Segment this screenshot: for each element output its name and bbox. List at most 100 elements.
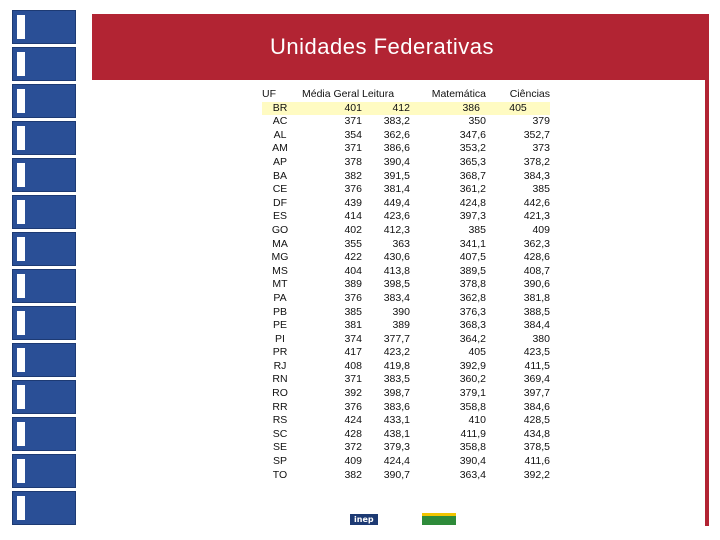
- brasil-logo-icon: [421, 513, 456, 525]
- cell-leitura: 449,4: [383, 196, 410, 209]
- table-row: ES 414 423,6 397,3 421,3: [262, 210, 550, 224]
- cell-leitura: 423,6: [383, 210, 410, 223]
- table-row: MT 389 398,5 378,8 390,6: [262, 278, 550, 292]
- cell-uf: MS: [272, 264, 288, 277]
- cell-media-geral: 381: [344, 319, 362, 332]
- cell-leitura: 398,7: [383, 387, 410, 400]
- cell-ciencias: 381,8: [523, 291, 550, 304]
- cell-ciencias: 384,6: [523, 400, 550, 413]
- cell-media-geral: 355: [344, 237, 362, 250]
- cell-uf: RJ: [273, 359, 287, 372]
- cell-media-geral: 404: [344, 264, 362, 277]
- cell-leitura: 390,4: [383, 155, 410, 168]
- table-row: MS 404 413,8 389,5 408,7: [262, 265, 550, 279]
- inep-tile-icon: [12, 454, 76, 488]
- inep-tile-icon: [12, 158, 76, 192]
- cell-ciencias: 384,3: [523, 169, 550, 182]
- cell-uf: MT: [272, 278, 288, 291]
- cell-ciencias: 369,4: [523, 373, 550, 386]
- cell-matematica: 376,3: [459, 305, 486, 318]
- table-row: GO 402 412,3 385 409: [262, 224, 550, 238]
- inep-logo-strip: [10, 10, 78, 530]
- cell-matematica: 360,2: [459, 373, 486, 386]
- cell-uf: RO: [272, 387, 288, 400]
- cell-ciencias: 409: [532, 223, 550, 236]
- cell-matematica: 390,4: [459, 455, 486, 468]
- table-header-row: UF Média Geral Leitura Matemática Ciênci…: [262, 88, 550, 102]
- cell-uf: RN: [272, 373, 288, 386]
- cell-matematica: 364,2: [459, 332, 486, 345]
- table-row: RO 392 398,7 379,1 397,7: [262, 387, 550, 401]
- cell-ciencias: 397,7: [523, 387, 550, 400]
- cell-uf: PI: [275, 332, 285, 345]
- cell-media-geral: 382: [344, 169, 362, 182]
- cell-media-geral: 374: [344, 332, 362, 345]
- cell-media-geral: 371: [344, 373, 362, 386]
- results-table: UF Média Geral Leitura Matemática Ciênci…: [262, 88, 550, 482]
- cell-media-geral: 414: [344, 210, 362, 223]
- table-row: BA 382 391,5 368,7 384,3: [262, 170, 550, 184]
- cell-leitura: 413,8: [383, 264, 410, 277]
- table-row: AL 354 362,6 347,6 352,7: [262, 129, 550, 143]
- cell-ciencias: 411,5: [524, 359, 551, 372]
- cell-leitura: 430,6: [383, 251, 410, 264]
- cell-uf: RS: [272, 414, 288, 427]
- cell-media-geral: 409: [344, 455, 362, 468]
- table-row: SP 409 424,4 390,4 411,6: [262, 455, 550, 469]
- cell-leitura: 390,7: [383, 468, 410, 481]
- cell-matematica: 378,8: [459, 278, 486, 291]
- cell-media-geral: 371: [344, 142, 362, 155]
- cell-media-geral: 376: [344, 400, 362, 413]
- cell-media-geral: 376: [344, 291, 362, 304]
- cell-matematica: 379,1: [459, 387, 486, 400]
- table-row: RJ 408 419,8 392,9 411,5: [262, 360, 550, 374]
- cell-matematica: 365,3: [459, 155, 486, 168]
- cell-leitura: 419,8: [383, 359, 410, 372]
- cell-matematica: 385: [468, 223, 486, 236]
- cell-uf: BR: [262, 101, 298, 116]
- cell-matematica: 410: [468, 414, 486, 427]
- cell-leitura: 381,4: [383, 183, 410, 196]
- table-row: MG 422 430,6 407,5 428,6: [262, 251, 550, 265]
- cell-ciencias: 392,2: [523, 468, 550, 481]
- cell-ciencias: 434,8: [523, 427, 550, 440]
- inep-tile-icon: [12, 47, 76, 81]
- cell-leitura: 438,1: [383, 427, 410, 440]
- footer-logos: inep: [350, 512, 456, 526]
- cell-leitura: 363: [392, 237, 410, 250]
- cell-matematica: 347,6: [459, 128, 486, 141]
- inep-tile-icon: [12, 10, 76, 44]
- cell-ciencias: 428,6: [523, 251, 550, 264]
- header-media-geral: Média Geral: [302, 88, 360, 100]
- table-row: RR 376 383,6 358,8 384,6: [262, 401, 550, 415]
- cell-ciencias: 423,5: [523, 346, 550, 359]
- table-row: PR 417 423,2 405 423,5: [262, 346, 550, 360]
- cell-ciencias: 385: [532, 183, 550, 196]
- cell-matematica: 358,8: [459, 441, 486, 454]
- table-row: RN 371 383,5 360,2 369,4: [262, 373, 550, 387]
- cell-uf: PE: [272, 319, 287, 332]
- cell-leitura: 424,4: [383, 455, 410, 468]
- cell-uf: PB: [272, 305, 287, 318]
- cell-leitura: 383,6: [383, 400, 410, 413]
- cell-uf: MG: [271, 251, 289, 264]
- table-row: DF 439 449,4 424,8 442,6: [262, 197, 550, 211]
- cell-media-geral: 408: [344, 359, 362, 372]
- cell-ciencias: 378,2: [523, 155, 550, 168]
- cell-ciencias: 352,7: [523, 128, 550, 141]
- cell-ciencias: 384,4: [523, 319, 550, 332]
- table-row: PI 374 377,7 364,2 380: [262, 333, 550, 347]
- cell-leitura: 362,6: [383, 128, 410, 141]
- cell-matematica: 392,9: [459, 359, 486, 372]
- cell-media-geral: 378: [344, 155, 362, 168]
- cell-ciencias: 379: [532, 115, 550, 128]
- cell-matematica: 362,8: [459, 291, 486, 304]
- cell-media-geral: 439: [344, 196, 362, 209]
- cell-leitura: 391,5: [383, 169, 410, 182]
- cell-uf: SP: [272, 455, 287, 468]
- cell-ciencias: 428,5: [523, 414, 550, 427]
- cell-leitura: 379,3: [383, 441, 410, 454]
- inep-tile-icon: [12, 84, 76, 118]
- inep-tile-icon: [12, 269, 76, 303]
- cell-matematica: 424,8: [459, 196, 486, 209]
